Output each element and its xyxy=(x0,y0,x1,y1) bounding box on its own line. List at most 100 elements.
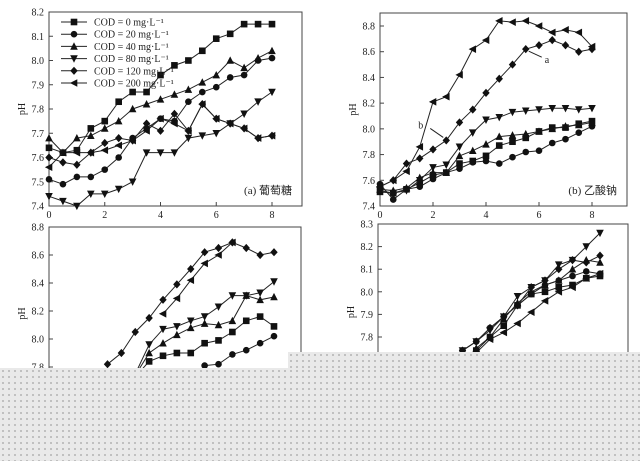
marker-square xyxy=(45,144,53,152)
series-diamond xyxy=(45,100,276,169)
y-tick-label: 8.0 xyxy=(32,335,45,346)
marker-triangle-left xyxy=(499,328,508,337)
marker-triangle-left xyxy=(253,134,262,142)
marker-triangle-down xyxy=(442,161,451,169)
marker-triangle-down xyxy=(574,106,583,114)
y-tick-label: 7.8 xyxy=(361,333,374,344)
marker-triangle-left xyxy=(508,18,516,26)
marker-triangle-down xyxy=(70,55,78,63)
marker-triangle-left xyxy=(198,100,206,108)
marker-triangle-down xyxy=(59,197,67,206)
series-triangle-up xyxy=(131,291,278,379)
marker-diamond xyxy=(472,337,480,346)
y-tick-label: 7.6 xyxy=(363,176,376,187)
y-tick-label: 8.2 xyxy=(363,99,376,110)
marker-triangle-left xyxy=(142,127,150,135)
marker-circle xyxy=(215,360,222,368)
marker-circle xyxy=(242,346,250,354)
marker-triangle-down xyxy=(468,129,477,137)
marker-triangle-up xyxy=(240,63,248,72)
marker-triangle-left xyxy=(267,131,276,140)
y-tick-label: 8.8 xyxy=(32,223,45,234)
marker-triangle-left xyxy=(200,259,208,268)
marker-triangle-up xyxy=(128,104,137,113)
x-tick-label: 0 xyxy=(378,210,383,221)
marker-diamond xyxy=(256,250,264,260)
marker-square xyxy=(569,281,576,289)
marker-diamond xyxy=(455,118,464,127)
series-line xyxy=(107,241,275,365)
marker-square xyxy=(159,352,167,360)
marker-triangle-up xyxy=(554,276,563,284)
marker-triangle-left xyxy=(172,294,181,303)
marker-triangle-down xyxy=(173,323,181,331)
y-axis-label: pH xyxy=(17,307,28,319)
marker-circle xyxy=(429,175,437,183)
marker-diamond xyxy=(170,109,179,118)
marker-circle xyxy=(495,160,503,167)
y-tick-label: 7.7 xyxy=(32,129,45,140)
marker-triangle-down xyxy=(596,229,604,238)
series-diamond xyxy=(376,36,596,191)
marker-triangle-up xyxy=(596,258,604,266)
legend-label: COD = 200 mg·L⁻¹ xyxy=(94,79,174,90)
marker-square xyxy=(87,125,95,132)
marker-diamond xyxy=(486,323,494,333)
marker-triangle-up xyxy=(442,168,451,176)
series-line xyxy=(134,281,275,375)
marker-circle xyxy=(185,98,192,106)
series-triangle-left xyxy=(158,238,236,318)
marker-square xyxy=(187,349,195,357)
marker-triangle-down xyxy=(100,190,109,198)
marker-diamond xyxy=(500,312,508,321)
series-line xyxy=(48,103,273,168)
marker-circle xyxy=(115,154,122,161)
marker-triangle-down xyxy=(513,293,522,301)
marker-circle xyxy=(201,362,208,369)
x-tick-label: 2 xyxy=(102,210,107,221)
marker-triangle-left xyxy=(455,71,463,79)
marker-triangle-down xyxy=(156,149,165,157)
marker-square xyxy=(145,358,153,365)
marker-triangle-left xyxy=(100,146,109,155)
marker-diamond xyxy=(142,119,151,128)
legend-label: COD = 0 mg·L⁻¹ xyxy=(94,18,164,29)
marker-circle xyxy=(569,272,576,280)
marker-triangle-up xyxy=(495,132,504,140)
y-tick-label: 8.3 xyxy=(361,220,374,231)
marker-triangle-down xyxy=(254,98,262,106)
marker-circle xyxy=(456,165,463,173)
marker-triangle-down xyxy=(402,187,411,195)
marker-triangle-up xyxy=(548,124,557,133)
marker-triangle-up xyxy=(184,85,193,93)
marker-square xyxy=(215,337,222,344)
marker-triangle-down xyxy=(128,178,137,186)
chart-panel-2: 7.88.08.28.48.68.8pH xyxy=(17,223,302,461)
marker-triangle-down xyxy=(73,202,81,211)
x-tick-label: 0 xyxy=(47,210,52,221)
marker-triangle-down xyxy=(240,110,248,118)
marker-triangle-left xyxy=(184,127,192,135)
marker-square xyxy=(199,47,206,55)
marker-triangle-up xyxy=(186,323,195,332)
marker-triangle-up xyxy=(574,120,583,129)
marker-square xyxy=(129,88,136,96)
marker-triangle-down xyxy=(212,129,221,138)
marker-triangle-down xyxy=(548,104,557,113)
marker-circle xyxy=(229,351,236,358)
marker-diamond xyxy=(429,145,437,154)
marker-triangle-up xyxy=(142,100,151,108)
marker-circle xyxy=(87,173,95,181)
marker-diamond xyxy=(131,327,139,337)
marker-diamond xyxy=(495,74,503,83)
plot-frame xyxy=(48,226,302,461)
marker-triangle-left xyxy=(481,36,490,44)
x-tick-label: 4 xyxy=(484,210,489,221)
marker-triangle-left xyxy=(485,335,494,344)
chart-panel-1: 7.4 7.6 7.8 8.0 8.2 8.4 8.6 8.8 0 2 4 6 8 pH (b) 乙酸钠 a b xyxy=(348,12,628,221)
marker-triangle-left xyxy=(158,310,167,318)
legend-label: COD = 80 mg·L⁻¹ xyxy=(94,54,169,65)
x-tick-label: 2 xyxy=(431,210,436,221)
marker-square xyxy=(73,146,81,154)
